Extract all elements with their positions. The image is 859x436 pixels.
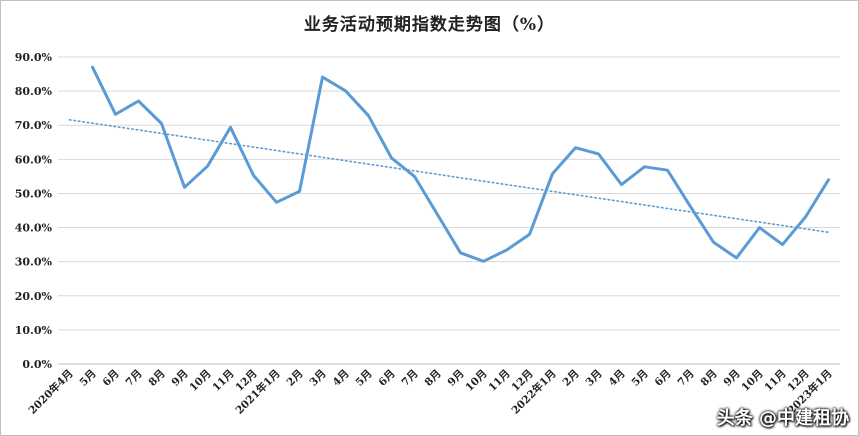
y-tick-label: 40.0% [15,222,53,235]
x-tick-label: 3月 [308,368,329,389]
x-tick-label: 8月 [423,368,444,389]
y-tick-label: 10.0% [15,324,53,337]
x-tick-label: 2月 [561,368,582,389]
x-tick-label: 2020年4月 [26,367,76,417]
x-tick-label: 7月 [676,368,697,389]
y-tick-label: 90.0% [15,51,53,64]
x-tick-label: 6月 [101,368,122,389]
x-tick-label: 11月 [762,368,788,394]
y-tick-label: 0.0% [22,358,52,371]
x-tick-label: 6月 [377,368,398,389]
gridlines [58,56,840,365]
x-tick-label: 11月 [486,368,512,394]
x-tick-label: 3月 [584,368,605,389]
x-tick-label: 10月 [187,368,213,394]
y-tick-label: 70.0% [15,119,53,132]
series-line [91,65,830,263]
y-tick-label: 50.0% [15,187,53,200]
x-tick-label: 4月 [331,368,352,389]
x-tick-label: 5月 [354,368,375,389]
y-tick-label: 20.0% [15,290,53,303]
y-tick-label: 60.0% [15,153,53,166]
chart-title: 业务活动预期指数走势图（%） [303,15,556,35]
y-tick-label: 80.0% [15,85,53,98]
watermark-text: 头条 @中建租协 [716,408,849,429]
x-tick-label: 7月 [124,368,145,389]
x-tick-label: 7月 [400,368,421,389]
x-tick-label: 10月 [463,368,489,394]
x-tick-label: 6月 [653,368,674,389]
y-tick-label: 30.0% [15,256,53,269]
y-axis-ticks: 0.0% 10.0% 20.0% 30.0% 40.0% 50.0% 60.0% 70.0% 8… [15,51,53,371]
trendline [68,119,830,234]
x-tick-label: 5月 [630,368,651,389]
x-tick-label: 11月 [210,368,236,394]
x-tick-label: 2月 [285,368,306,389]
x-tick-label: 4月 [607,368,628,389]
series-group [68,65,830,263]
x-tick-label: 5月 [78,368,99,389]
x-tick-label: 8月 [147,368,168,389]
x-tick-label: 10月 [739,368,765,394]
x-tick-label: 8月 [699,368,720,389]
